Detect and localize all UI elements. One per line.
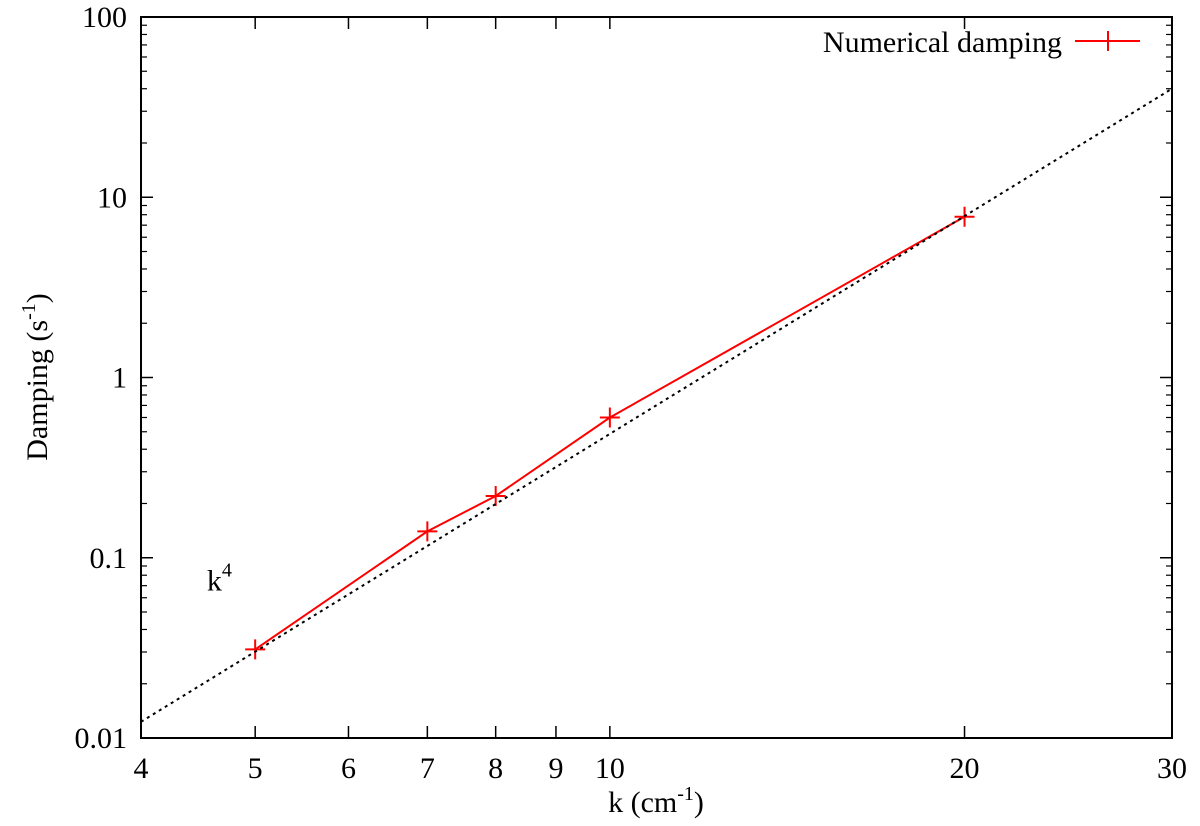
data-point-marker bbox=[485, 486, 506, 507]
x-tick-label: 10 bbox=[595, 752, 625, 785]
legend-marker bbox=[1098, 31, 1118, 51]
y-tick-label: 0.01 bbox=[75, 722, 128, 755]
y-tick-label: 10 bbox=[97, 181, 127, 214]
x-tick-label: 6 bbox=[341, 752, 356, 785]
legend-label: Numerical damping bbox=[823, 26, 1062, 59]
data-point-marker bbox=[599, 407, 620, 428]
x-tick-label: 20 bbox=[950, 752, 980, 785]
reference-k4-line bbox=[140, 87, 1173, 723]
x-tick-label: 5 bbox=[248, 752, 263, 785]
x-axis-title: k (cm-1) bbox=[608, 783, 704, 819]
x-tick-label: 30 bbox=[1157, 752, 1187, 785]
x-tick-label: 9 bbox=[548, 752, 563, 785]
x-tick-label: 8 bbox=[488, 752, 503, 785]
plot-frame bbox=[140, 16, 1173, 739]
data-point-marker bbox=[417, 521, 438, 542]
k4-annotation: k4 bbox=[207, 559, 232, 597]
tick-marks bbox=[140, 16, 1173, 739]
y-tick-label: 100 bbox=[82, 1, 127, 34]
data-point-marker bbox=[245, 639, 266, 660]
y-axis-title: Damping (s-1) bbox=[18, 293, 54, 461]
x-tick-label: 7 bbox=[420, 752, 435, 785]
legend: Numerical damping bbox=[823, 26, 1140, 59]
y-tick-label: 0.1 bbox=[90, 542, 128, 575]
series-layer bbox=[140, 87, 1173, 723]
tick-labels: 0.01 0.1 1 10 100 4 5 6 7 8 9 10 20 30 bbox=[75, 1, 1188, 785]
x-tick-label: 4 bbox=[134, 752, 149, 785]
y-tick-label: 1 bbox=[112, 362, 127, 395]
